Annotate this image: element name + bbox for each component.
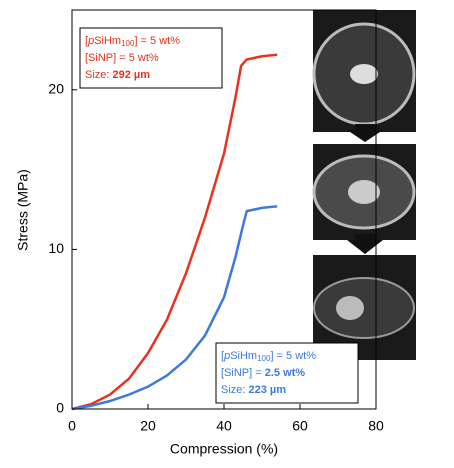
y-tick-label: 20: [48, 81, 64, 97]
line: [71, 53, 278, 411]
photos: [312, 10, 416, 360]
x-tick-label: 0: [68, 418, 76, 434]
line: [71, 205, 278, 411]
plot-frame: [71, 9, 377, 410]
x-tick-label: 80: [368, 418, 384, 434]
annotation-line: [pSiHm100] = 5 wt%: [221, 350, 316, 363]
annotation-box: [79, 27, 223, 89]
x-tick-label: 20: [140, 418, 156, 434]
y-tick-label: 0: [56, 400, 64, 416]
annotation: [pSiHm100] = 5 wt% [SiNP] = 5 wt% Size: …: [79, 27, 359, 404]
x-axis-label: Compression (%): [170, 441, 278, 457]
annotation-line: [SiNP] = 5 wt%: [85, 52, 159, 64]
annotation-line: [SiNP] = 2.5 wt%: [221, 367, 305, 379]
x-tick-label: 60: [292, 418, 308, 434]
annotation-line: Size: 223 µm: [221, 384, 286, 396]
y-tick-label: 10: [48, 240, 64, 256]
annotation-line: Size: 292 µm: [85, 69, 150, 81]
annotation-line: [pSiHm100] = 5 wt%: [85, 35, 180, 48]
annotation-box: [215, 342, 359, 404]
y-axis-label: Stress (MPa): [15, 169, 31, 251]
x-tick-label: 40: [216, 418, 232, 434]
